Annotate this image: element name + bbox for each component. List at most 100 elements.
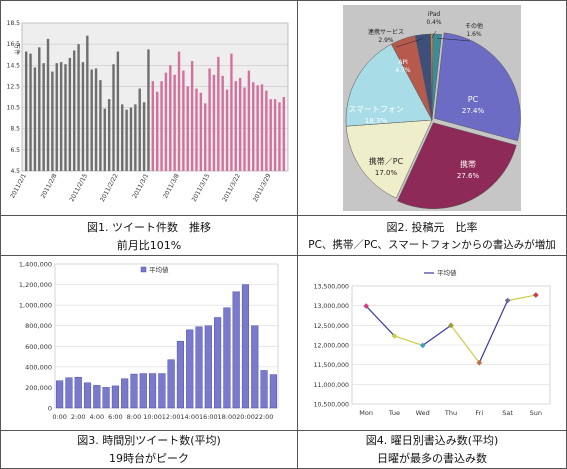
x-tick-label: Thu — [444, 409, 457, 417]
x-tick-label: 2011/3/22 — [221, 172, 242, 203]
y-tick-label: 16.5 — [7, 41, 21, 48]
bar-day — [212, 74, 216, 171]
bar-day — [269, 99, 272, 171]
bar-day — [51, 71, 54, 171]
pie-slice — [434, 32, 521, 142]
x-tick-label: 0:00 — [52, 413, 67, 421]
bar-hour — [56, 380, 64, 409]
data-point — [391, 333, 398, 339]
bar-day — [142, 102, 146, 171]
fig2-subtitle: PC、携帯／PC、スマートフォンからの書込みが増加 — [308, 239, 556, 251]
bar-day — [29, 53, 32, 171]
panel-source-pie: PC 27.4% 携帯 27.6% 携帯／PC 17.0% スマートフォン 18.3% API 4… — [297, 0, 567, 216]
bar-day — [59, 62, 63, 171]
bar-hour — [176, 340, 184, 409]
bar-day — [86, 35, 89, 171]
pie-slice — [397, 122, 517, 209]
x-tick-label: 18:00 — [218, 413, 237, 421]
bar-day — [195, 88, 198, 171]
bar-day — [42, 63, 45, 171]
y-tick-label: 8.5 — [10, 126, 20, 133]
series-line-segment — [507, 294, 536, 302]
y-tick-label: 200,000 — [25, 384, 52, 392]
y-tick-label: 12,500,000 — [314, 323, 349, 330]
source-pie-chart: PC 27.4% 携帯 27.6% 携帯／PC 17.0% スマートフォン 18.3% API4… — [343, 5, 521, 211]
leader-line — [395, 38, 424, 48]
bar-day — [77, 44, 80, 172]
slice-percent: 0.4% — [426, 19, 442, 26]
bar-day — [190, 61, 194, 171]
slice-label: iPad — [428, 11, 441, 18]
caption-fig2: 図2. 投稿元 比率 PC、携帯／PC、スマートフォンからの書込みが増加 — [297, 215, 567, 256]
y-tick-label: 10.5 — [7, 105, 21, 112]
data-point — [476, 359, 483, 366]
legend-swatch — [140, 266, 147, 273]
bar-day — [68, 57, 72, 172]
caption-fig1: 図1. ツイート件数 推移 前月比101% — [0, 215, 298, 256]
bar-hour — [204, 325, 212, 409]
leader-line — [431, 30, 437, 39]
panel-hourly: 0 200,000 400,000 600,000 800,000 1,000,000 1,… — [0, 255, 298, 431]
bar-day — [265, 90, 268, 171]
x-tick-label: 2011/2/1 — [9, 172, 28, 199]
series-line-segment — [450, 324, 480, 364]
y-tick-label: 4.5 — [10, 168, 20, 175]
bar-day — [225, 89, 229, 171]
bar-hour — [241, 284, 250, 409]
bar-day — [173, 74, 176, 171]
bar-day — [125, 109, 128, 171]
y-axis-label: 万件 — [13, 43, 21, 55]
y-tick-label: 13,000,000 — [314, 303, 349, 310]
series-line-segment — [394, 335, 423, 346]
y-tick-label: 800,000 — [25, 322, 52, 330]
bar-hour — [102, 387, 110, 409]
bar-day — [147, 49, 150, 171]
bar-hour — [158, 373, 166, 409]
x-tick-label: Mon — [359, 409, 373, 417]
slice-label: スマートフォン — [348, 105, 404, 114]
fig3-title: 図3. 時間別ツイート数(平均) — [77, 434, 221, 447]
bar-hour — [111, 385, 119, 409]
series-line-segment — [365, 305, 395, 337]
bar-day — [282, 97, 286, 171]
x-tick-label: Wed — [416, 409, 430, 417]
bar-hour — [232, 291, 240, 409]
bar-day — [169, 65, 172, 171]
bar-day — [177, 51, 181, 171]
x-tick-label: 14:00 — [180, 413, 199, 421]
slice-label: API — [398, 59, 408, 66]
bar-day — [103, 108, 106, 171]
slice-percent: 27.4% — [462, 107, 485, 115]
bar-hour — [214, 317, 222, 409]
slice-percent: 27.6% — [457, 172, 480, 180]
slice-label: その他 — [465, 22, 483, 30]
x-tick-label: 8:00 — [127, 413, 142, 421]
bar-hour — [65, 377, 73, 409]
fig3-subtitle: 19時台がピーク — [109, 452, 189, 465]
bar-day — [38, 47, 41, 171]
y-tick-label: 12.5 — [7, 83, 21, 90]
bar-day — [199, 92, 203, 171]
legend-label: 平均値 — [437, 268, 457, 277]
bar-hour — [186, 329, 194, 409]
bar-hour — [195, 326, 203, 409]
bar-day — [151, 81, 155, 171]
panel-weekday: 10,500,000 11,000,000 11,500,000 12,000,000… — [297, 255, 567, 431]
fig1-title: 図1. ツイート件数 推移 — [87, 221, 211, 234]
x-tick-label: 22:00 — [255, 413, 274, 421]
legend-label: 平均値 — [149, 265, 169, 274]
y-tick-label: 11,500,000 — [314, 362, 349, 369]
x-tick-label: 4:00 — [90, 413, 105, 421]
bar-day — [243, 87, 246, 171]
bar-day — [121, 104, 124, 171]
bar-day — [278, 102, 281, 171]
bar-day — [90, 69, 93, 171]
y-tick-label: 600,000 — [25, 343, 52, 351]
caption-fig3: 図3. 時間別ツイート数(平均) 19時台がピーク — [0, 430, 298, 469]
bar-day — [107, 99, 111, 171]
y-tick-label: 1,400,000 — [19, 261, 52, 269]
bar-day — [64, 64, 67, 171]
slice-label: 連携サービス — [368, 28, 404, 36]
bar-hour — [149, 373, 157, 409]
